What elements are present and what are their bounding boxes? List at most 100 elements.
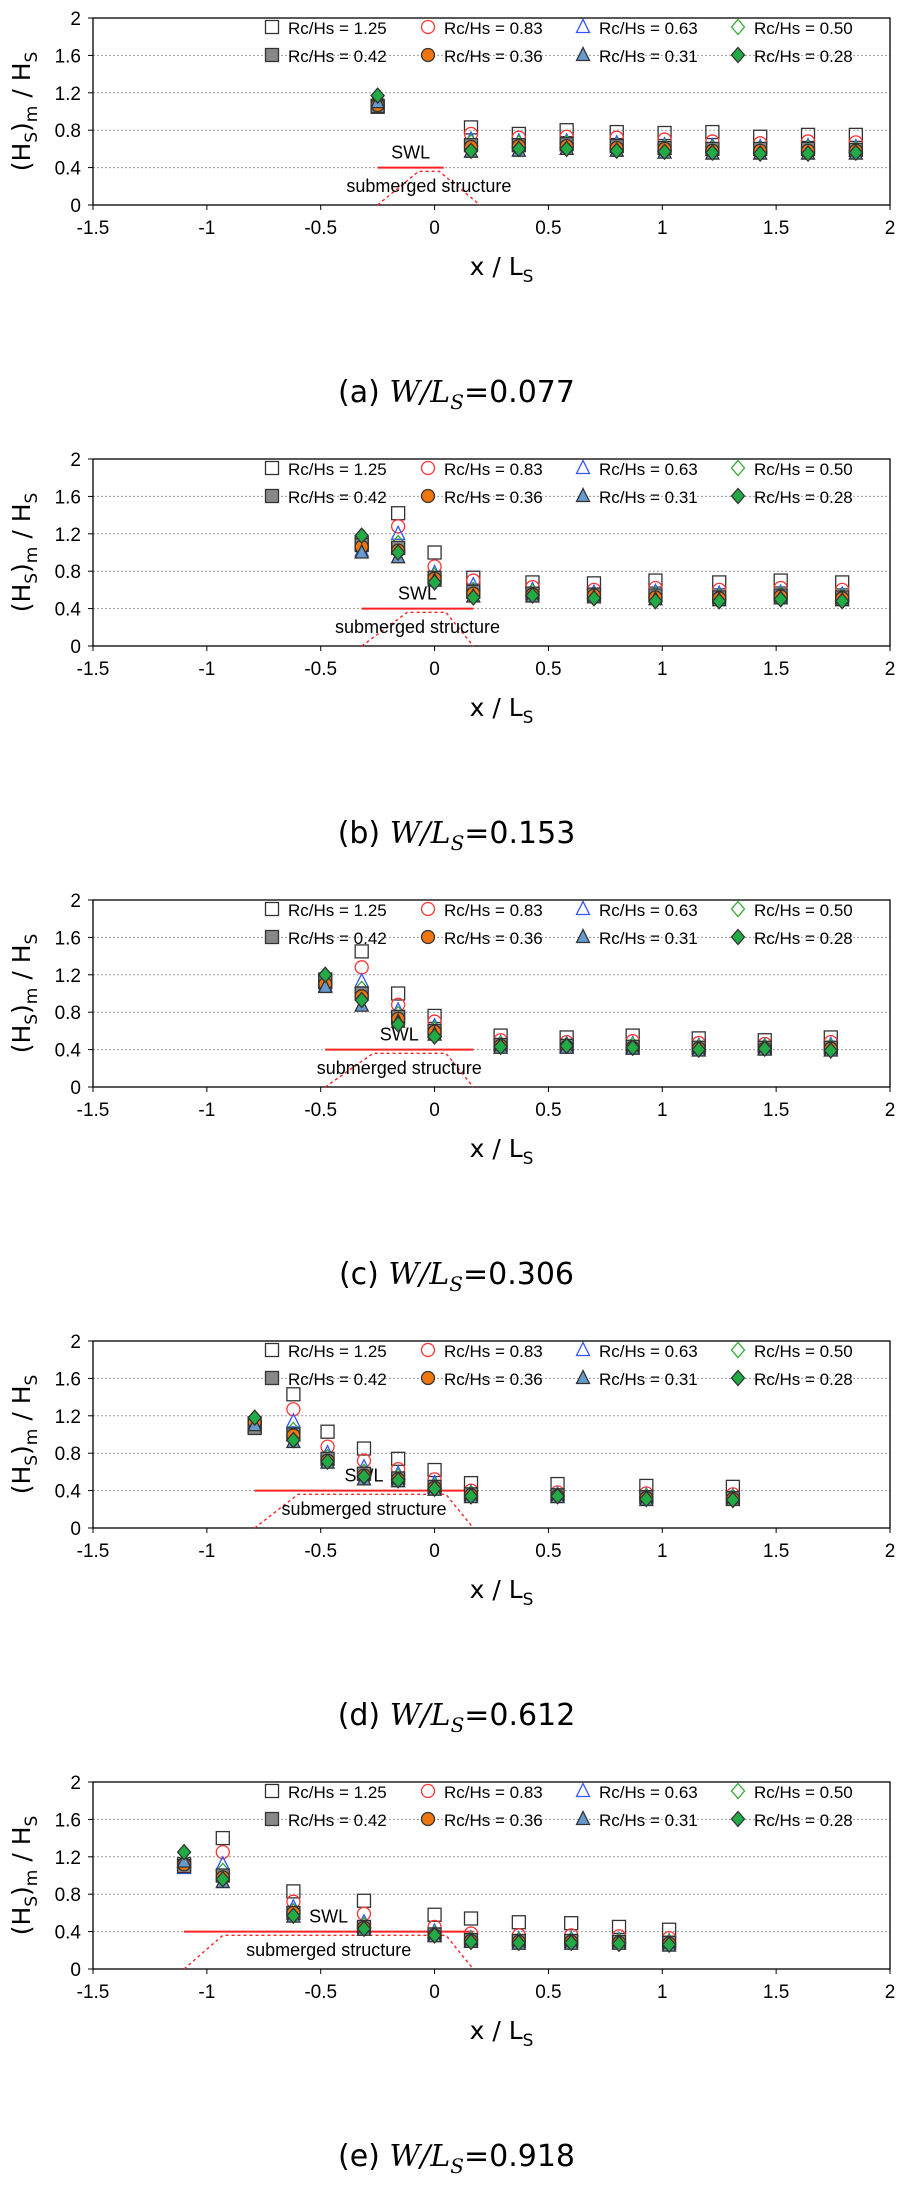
legend-label: Rc/Hs = 0.28: [754, 47, 853, 66]
legend-label: Rc/Hs = 1.25: [288, 1342, 387, 1361]
data-point: [563, 1934, 579, 1952]
data-point: [215, 1844, 230, 1860]
y-tick-label: 0: [70, 1960, 81, 1981]
data-point: [427, 1480, 442, 1498]
legend-label: Rc/Hs = 0.36: [444, 488, 543, 507]
caption-value: =0.918: [463, 2139, 575, 2174]
data-point: [390, 1451, 406, 1466]
data-point: [286, 1387, 301, 1402]
data-point: [705, 144, 720, 162]
caption-ratio: W/L: [389, 2139, 451, 2174]
x-tick-label: 0.5: [535, 1541, 561, 1562]
x-tick-label: -1.5: [77, 1541, 110, 1562]
swl-label: SWL: [380, 1025, 419, 1045]
caption-label: (e): [337, 2139, 390, 2174]
data-point: [525, 587, 540, 605]
x-tick-label: -1.5: [77, 1982, 110, 2003]
structure-label: submerged structure: [246, 1940, 411, 1960]
legend-marker: [264, 1342, 280, 1358]
data-point: [625, 1039, 641, 1057]
legend-label: Rc/Hs = 0.28: [754, 929, 853, 948]
legend-marker: [264, 460, 280, 476]
swl-label: SWL: [391, 143, 430, 163]
y-tick-label: 1.2: [55, 1407, 81, 1428]
chart-panel: 0 0.4 0.8 1.2 1.6 2 -1.5 -1 -0.5 0 0.5 1 1.5 2 x / LS (…: [0, 882, 913, 1322]
y-tick-label: 0: [70, 1078, 81, 1099]
x-tick-label: -1: [198, 659, 215, 680]
data-point: [609, 142, 625, 160]
data-point: [463, 142, 479, 160]
legend-marker: [264, 19, 280, 35]
y-tick-label: 2: [70, 1332, 81, 1353]
data-point: [320, 1453, 335, 1471]
caption-ratio-subscript: S: [449, 1272, 463, 1296]
legend-marker: [730, 487, 746, 505]
legend-label: Rc/Hs = 0.63: [599, 1783, 698, 1802]
data-point: [215, 1830, 230, 1846]
data-point: [390, 986, 406, 1001]
legend-label: Rc/Hs = 0.83: [444, 1783, 543, 1802]
legend-label: Rc/Hs = 0.50: [754, 1783, 853, 1802]
data-point: [463, 1487, 479, 1505]
legend-marker: [730, 1341, 746, 1359]
legend-label: Rc/Hs = 0.50: [754, 901, 853, 920]
legend-marker: [575, 1810, 591, 1826]
legend-label: Rc/Hs = 0.83: [444, 901, 543, 920]
x-tick-label: -1: [198, 1100, 215, 1121]
swl-label: SWL: [309, 1907, 348, 1927]
data-point: [559, 1037, 575, 1055]
legend-label: Rc/Hs = 0.36: [444, 1811, 543, 1830]
chart-svg: 0 0.4 0.8 1.2 1.6 2 -1.5 -1 -0.5 0 0.5 1 1.5 2 x / LS (…: [7, 1332, 895, 1610]
caption-value: =0.153: [464, 816, 576, 851]
caption-ratio: W/L: [388, 1257, 450, 1292]
legend-label: Rc/Hs = 0.36: [444, 1370, 543, 1389]
chart-panel: 0 0.4 0.8 1.2 1.6 2 -1.5 -1 -0.5 0 0.5 1 1.5 2 x / LS (…: [0, 1323, 913, 1763]
plot-frame: [92, 1781, 891, 1970]
plot-frame: [92, 458, 891, 647]
y-tick-label: 1.2: [55, 84, 81, 105]
caption-label: (b): [337, 816, 390, 851]
x-tick-label: 2: [885, 1100, 896, 1121]
legend-label: Rc/Hs = 0.42: [288, 929, 387, 948]
legend-marker: [420, 1783, 436, 1799]
y-tick-label: 0.8: [55, 121, 81, 142]
x-tick-label: -0.5: [304, 1100, 337, 1121]
x-tick-label: 0.5: [535, 659, 561, 680]
chart-svg: 0 0.4 0.8 1.2 1.6 2 -1.5 -1 -0.5 0 0.5 1 1.5 2 x / LS (…: [7, 9, 895, 287]
caption-ratio-subscript: S: [450, 1713, 465, 1737]
caption-label: (a): [338, 375, 390, 410]
data-point: [356, 1920, 372, 1938]
legend-marker: [420, 901, 436, 917]
x-axis-label: x / LS: [470, 1575, 534, 1610]
caption-ratio: W/L: [389, 816, 451, 851]
chart-svg: 0 0.4 0.8 1.2 1.6 2 -1.5 -1 -0.5 0 0.5 1 1.5 2 x / LS (…: [7, 891, 896, 1169]
data-point: [800, 145, 816, 163]
data-point: [848, 144, 864, 162]
legend-marker: [420, 460, 436, 476]
panel-caption: (c) W/LS=0.306: [0, 1257, 913, 1296]
legend-label: Rc/Hs = 0.83: [444, 460, 543, 479]
caption-label: (d): [337, 1698, 390, 1733]
data-point: [320, 1424, 335, 1439]
data-point: [390, 1471, 406, 1489]
x-tick-label: -0.5: [304, 659, 337, 680]
x-tick-label: -0.5: [304, 1541, 337, 1562]
data-point: [691, 1041, 707, 1059]
x-tick-label: 0: [429, 1982, 440, 2003]
x-axis-label: x / LS: [470, 693, 534, 728]
panel-caption: (d) W/LS=0.612: [0, 1698, 913, 1737]
y-tick-label: 0: [70, 196, 81, 217]
legend-label: Rc/Hs = 0.50: [754, 19, 853, 38]
data-point: [711, 592, 727, 610]
data-point: [757, 1040, 773, 1058]
legend-marker: [730, 459, 746, 477]
data-point: [511, 1934, 527, 1952]
legend-marker: [730, 18, 746, 36]
data-point: [354, 543, 370, 559]
data-point: [286, 1884, 301, 1899]
legend-label: Rc/Hs = 0.36: [444, 47, 543, 66]
y-tick-label: 1.6: [55, 487, 81, 508]
legend-marker: [575, 928, 591, 944]
x-tick-label: 1: [657, 1982, 668, 2003]
legend-marker: [420, 19, 436, 35]
